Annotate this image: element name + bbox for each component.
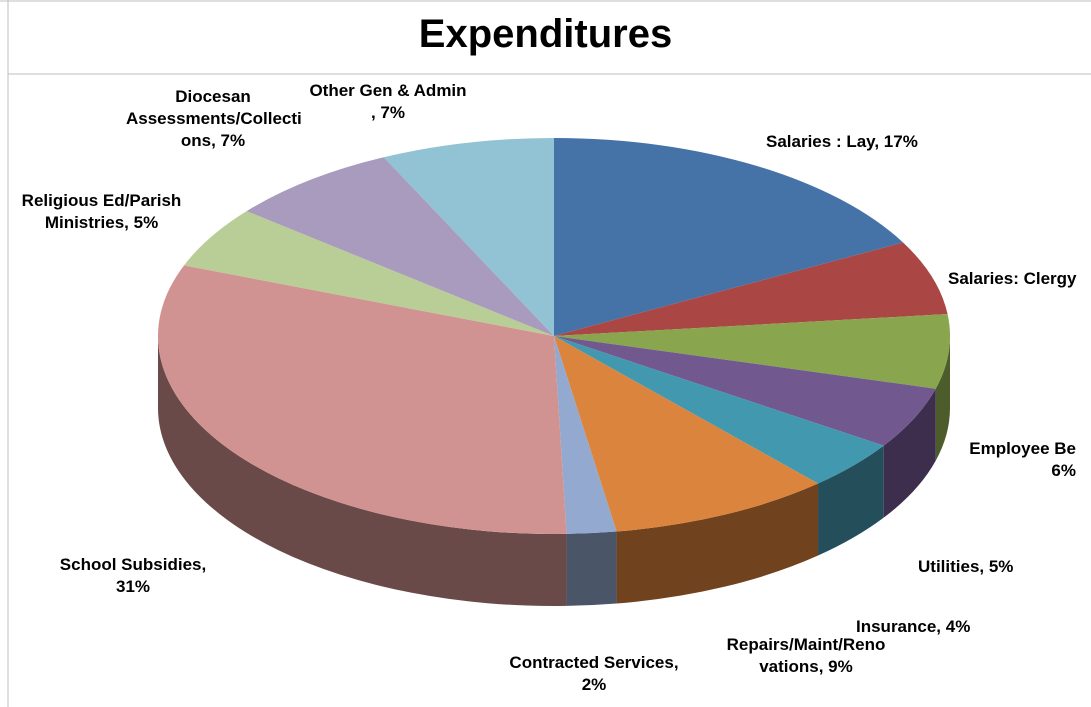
slice-insurance[interactable] [554,336,884,484]
label-repairs-maint-renovations: Repairs/Maint/Reno vations, 9% [718,634,894,678]
slice-school-subsidies[interactable] [158,265,567,534]
label-line: 2% [581,675,607,694]
slice-other-gen-admin[interactable] [383,138,554,336]
label-line: School Subsidies, [59,555,207,574]
slice-side-insurance [818,445,884,556]
chart-title: Expenditures [418,12,673,56]
label-line: Salaries : Lay, 17% [766,132,918,151]
label-line: Diocesan [175,87,251,106]
label-salaries-lay: Salaries : Lay, 17% [766,131,918,153]
label-employee-benefits: Employee Be 6% [958,438,1076,482]
pie-slices [158,138,950,534]
label-school-subsidies: School Subsidies, 31% [40,554,226,598]
label-line: Salaries: Clergy [948,269,1077,288]
label-religious-ed-parish-ministries: Religious Ed/Parish Ministries, 5% [0,190,203,234]
slice-religious-ed-parish-ministries[interactable] [184,211,554,336]
label-line: Religious Ed/Parish [21,191,182,210]
label-insurance: Insurance, 4% [856,616,970,638]
slice-side-utilities [883,388,936,518]
slice-side-school-subsidies [158,336,567,606]
slice-salaries-lay[interactable] [554,138,904,336]
label-utilities: Utilities, 5% [918,556,1013,578]
slice-side-employee-benefits [935,336,950,461]
label-line: 31% [115,577,151,596]
label-line: , 7% [370,103,406,122]
label-line: ons, 7% [180,131,246,150]
slice-side-contracted-services [566,531,617,606]
label-line: Contracted Services, [509,653,679,672]
label-line: Utilities, 5% [918,557,1014,576]
label-salaries-clergy: Salaries: Clergy [948,268,1077,290]
label-line: Insurance, 4% [856,617,971,636]
label-diocesan-assessments-collections: Diocesan Assessments/Collecti ons, 7% [126,86,302,152]
slice-contracted-services[interactable] [554,336,617,534]
label-line: Employee Be [969,439,1076,458]
slice-utilities[interactable] [554,336,936,446]
slice-side-repairs-maint-renovations [616,483,819,604]
label-line: Assessments/Collecti [126,109,302,128]
label-line: Ministries, 5% [44,213,159,232]
label-line: 6% [1051,461,1076,480]
label-contracted-services: Contracted Services, 2% [488,652,700,696]
slice-repairs-maint-renovations[interactable] [554,336,819,532]
slice-employee-benefits[interactable] [554,314,950,389]
slice-salaries-clergy[interactable] [554,242,948,336]
slice-diocesan-assessments-collections[interactable] [246,157,554,336]
label-other-gen-admin: Other Gen & Admin , 7% [282,80,494,124]
pie-side-walls [158,336,950,606]
label-line: Repairs/Maint/Reno [726,635,886,654]
label-line: vations, 9% [759,657,853,676]
label-line: Other Gen & Admin [309,81,467,100]
